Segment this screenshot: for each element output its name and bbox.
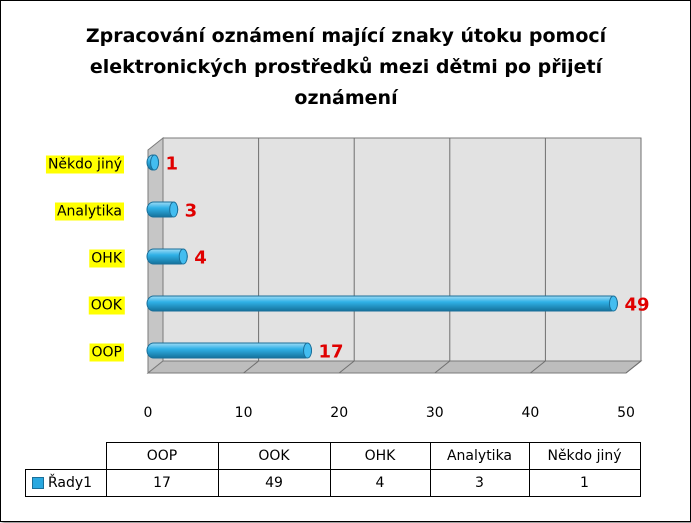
data-table-header-row: OOP OOK OHK Analytika Někdo jiný (25, 442, 641, 470)
bar-cap (150, 154, 160, 171)
bar-cap (178, 248, 188, 265)
x-tick-label: 10 (235, 405, 253, 421)
gridline-floor (243, 360, 259, 374)
data-table-cell: 4 (329, 469, 431, 497)
plot-back-wall (162, 137, 642, 362)
data-label: 17 (319, 342, 344, 363)
plot-floor (146, 360, 643, 374)
x-tick-label: 30 (426, 405, 444, 421)
chart-title: Zpracování oznámení mající znaky útoku p… (85, 25, 607, 109)
category-label: OOP (92, 345, 122, 361)
bar-cap (169, 201, 179, 218)
category-highlight (89, 343, 124, 362)
series-label: Řady1 (48, 475, 93, 491)
bar (146, 295, 618, 312)
bar (146, 342, 313, 359)
gridline-floor (434, 360, 451, 374)
category-highlight (54, 202, 124, 221)
category-label: Analytika (57, 204, 122, 220)
category-label: Někdo jiný (48, 157, 122, 173)
category-highlight (88, 296, 125, 315)
x-tick-label: 0 (144, 405, 153, 421)
gridline-floor (530, 360, 546, 374)
category-label: OHK (91, 251, 123, 267)
category-highlight (45, 155, 124, 174)
data-table-cell: 3 (429, 469, 530, 497)
data-table-corner (25, 442, 107, 470)
data-table-header: OOP (105, 442, 219, 470)
legend-key-icon (32, 477, 44, 489)
bar-cap (608, 295, 618, 312)
gridline-floor (338, 360, 355, 374)
data-table-cell: 49 (217, 469, 331, 497)
data-table-header: Někdo jiný (528, 442, 641, 470)
data-table-header: OHK (329, 442, 431, 470)
category-label: OOK (91, 298, 123, 314)
data-table-series-cell: Řady1 (25, 469, 107, 497)
gridline-floor (625, 360, 642, 374)
data-label: 3 (185, 201, 198, 222)
data-label: 49 (624, 295, 649, 316)
data-table-cell: 1 (528, 469, 641, 497)
data-table-cell: 17 (105, 469, 219, 497)
x-tick-label: 50 (617, 405, 635, 421)
data-label: 1 (166, 154, 179, 175)
bar-cap (303, 342, 313, 359)
data-table-header: Analytika (429, 442, 530, 470)
data-table-header: OOK (217, 442, 331, 470)
category-highlight (89, 249, 125, 268)
x-tick-label: 20 (330, 405, 348, 421)
data-table-row: Řady1 17 49 4 3 1 (25, 469, 641, 497)
data-table: OOP OOK OHK Analytika Někdo jiný Řady1 1… (25, 442, 641, 497)
x-tick-label: 40 (521, 405, 539, 421)
data-label: 4 (194, 248, 207, 269)
